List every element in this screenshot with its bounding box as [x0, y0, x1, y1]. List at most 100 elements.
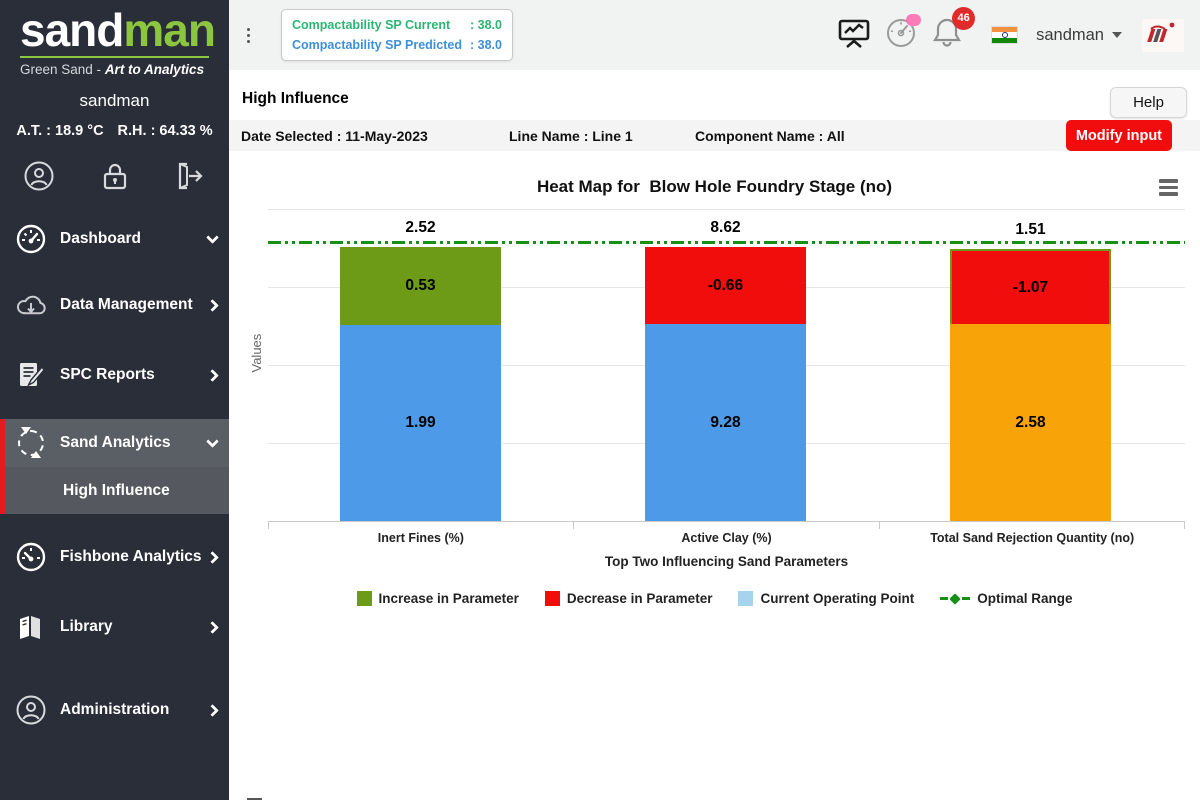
page-title: High Influence — [242, 90, 349, 107]
sidebar-item-data-management[interactable]: Data Management — [0, 281, 229, 329]
legend-swatch-lightblue — [738, 591, 754, 606]
segment-current[interactable]: 1.99 — [340, 325, 501, 521]
segment-value: -1.07 — [1012, 278, 1049, 296]
legend-optimal-range[interactable]: Optimal Range — [940, 591, 1072, 606]
topbar-username: sandman — [1036, 25, 1104, 44]
logo-text: sandman — [20, 4, 216, 56]
sp-current-value: : 38.0 — [470, 18, 502, 32]
main-area: Compactability SP Current : 38.0 Compact… — [229, 0, 1200, 800]
segment-value: 0.53 — [405, 277, 436, 294]
company-logo — [1142, 18, 1184, 52]
books-icon — [14, 613, 48, 641]
relative-humidity: R.H. : 64.33 % — [117, 123, 213, 140]
sand-timer-icon — [14, 427, 48, 459]
report-pencil-icon — [14, 360, 48, 390]
y-axis-title: Values — [248, 333, 264, 373]
gauge-icon — [14, 542, 48, 572]
chart-export-menu-icon[interactable] — [1159, 179, 1178, 199]
menu-list-icon[interactable] — [247, 25, 269, 800]
sidebar-item-administration[interactable]: Administration — [0, 686, 229, 734]
segment-value: 1.99 — [405, 414, 436, 431]
sidebar-nav: Dashboard Data Management SPC Reports Sa… — [0, 215, 229, 734]
bar-active-clay[interactable]: 8.62 -0.66 9.28 — [645, 219, 806, 521]
logo-part-sand: sand — [20, 4, 124, 56]
modify-input-button[interactable]: Modify input — [1065, 120, 1172, 151]
segment-decrease[interactable]: -0.66 — [645, 247, 806, 324]
x-axis-ticks — [268, 522, 1185, 529]
environment-readings: A.T. : 18.9 °C R.H. : 64.33 % — [0, 123, 229, 139]
legend-increase[interactable]: Increase in Parameter — [356, 591, 519, 606]
admin-user-icon — [14, 695, 48, 725]
sidebar-item-high-influence[interactable]: High Influence — [0, 467, 229, 515]
segment-current[interactable]: 9.28 — [645, 324, 806, 521]
user-menu[interactable]: sandman — [1036, 26, 1122, 45]
compactability-sp-box: Compactability SP Current : 38.0 Compact… — [281, 9, 513, 61]
bar-total-label: 2.52 — [405, 219, 436, 236]
cloud-download-icon — [14, 291, 48, 319]
gauge-icon — [14, 224, 48, 254]
bar-total-label: 1.51 — [1015, 221, 1046, 238]
segment-decrease[interactable]: -1.07 — [950, 249, 1111, 324]
presentation-chart-icon[interactable] — [837, 16, 871, 55]
x-category-label: Inert Fines (%) — [377, 531, 464, 545]
sidebar-item-sand-analytics[interactable]: Sand Analytics — [0, 419, 229, 468]
x-category-label: Active Clay (%) — [681, 531, 772, 545]
bar-total-label: 8.62 — [710, 219, 741, 236]
legend-optimal-marker — [940, 592, 971, 605]
bar-inert-fines[interactable]: 2.52 0.53 1.99 — [340, 219, 501, 521]
chevron-right-icon — [206, 703, 219, 717]
legend-swatch-green — [356, 591, 372, 606]
sp-predicted-row: Compactability SP Predicted : 38.0 — [292, 35, 502, 55]
chevron-right-icon — [206, 550, 219, 564]
chevron-down-icon — [206, 230, 219, 244]
legend-current-operating-point[interactable]: Current Operating Point — [738, 591, 914, 606]
sidebar: sandman Green Sand - Art to Analytics sa… — [0, 0, 229, 800]
chart-title: Heat Map for Blow Hole Foundry Stage (no… — [536, 177, 893, 196]
sidebar-username: sandman — [79, 91, 150, 111]
lock-icon[interactable] — [101, 161, 129, 191]
segment-current[interactable]: 2.58 — [950, 324, 1111, 521]
sidebar-item-dashboard[interactable]: Dashboard — [0, 215, 229, 263]
segment-value: 9.28 — [710, 413, 741, 431]
heat-map-chart: Heat Map for Blow Hole Foundry Stage (no… — [229, 177, 1200, 606]
profile-icon[interactable] — [24, 161, 54, 191]
x-axis-title: Top Two Influencing Sand Parameters — [604, 554, 849, 569]
legend-swatch-red — [544, 591, 560, 606]
notification-count-badge: 46 — [952, 6, 976, 30]
gauge-meter-icon[interactable] — [885, 13, 922, 54]
plot-area: Values 2.52 0.53 1.99 8.62 -0.66 9.28 1.… — [249, 209, 1185, 522]
date-selected: Date Selected : 11-May-2023 — [241, 127, 428, 144]
bar-total-sand-rejection[interactable]: 1.51 -1.07 2.58 — [950, 221, 1111, 521]
line-name: Line Name : Line 1 — [509, 127, 633, 144]
sidebar-item-library[interactable]: Library — [0, 603, 229, 651]
chevron-down-icon — [206, 434, 219, 448]
dropdown-caret-icon — [1112, 32, 1122, 38]
selection-info-bar: Date Selected : 11-May-2023 Line Name : … — [229, 120, 1200, 151]
logo-part-man: man — [123, 4, 216, 56]
optimal-range-line — [268, 241, 1185, 244]
segment-increase[interactable]: 0.53 — [340, 247, 501, 325]
india-flag-icon[interactable] — [991, 26, 1019, 44]
segment-value: 2.58 — [1015, 413, 1046, 431]
topbar: Compactability SP Current : 38.0 Compact… — [229, 0, 1200, 800]
component-name: Component Name : All — [695, 127, 845, 144]
notifications-bell-icon[interactable]: 46 — [931, 6, 976, 55]
legend-decrease[interactable]: Decrease in Parameter — [544, 591, 712, 606]
ambient-temperature: A.T. : 18.9 °C — [16, 123, 104, 140]
help-button[interactable]: Help — [1110, 87, 1187, 118]
chevron-right-icon — [206, 620, 219, 634]
chevron-right-icon — [206, 368, 219, 382]
chevron-right-icon — [206, 298, 219, 312]
segment-value: -0.66 — [707, 276, 744, 294]
chart-legend: Increase in Parameter Decrease in Parame… — [229, 591, 1200, 606]
app-logo: sandman Green Sand - Art to Analytics — [0, 0, 229, 77]
logo-underline — [20, 56, 209, 59]
logo-tagline: Green Sand - Art to Analytics — [20, 62, 205, 78]
sp-predicted-value: : 38.0 — [470, 38, 502, 52]
sidebar-item-spc-reports[interactable]: SPC Reports — [0, 351, 229, 399]
sp-current-row: Compactability SP Current : 38.0 — [292, 15, 502, 35]
gauge-alert-dot — [906, 13, 922, 26]
x-category-label: Total Sand Rejection Quantity (no) — [930, 531, 1135, 545]
logout-icon[interactable] — [175, 161, 205, 191]
sidebar-item-fishbone-analytics[interactable]: Fishbone Analytics — [0, 533, 229, 581]
